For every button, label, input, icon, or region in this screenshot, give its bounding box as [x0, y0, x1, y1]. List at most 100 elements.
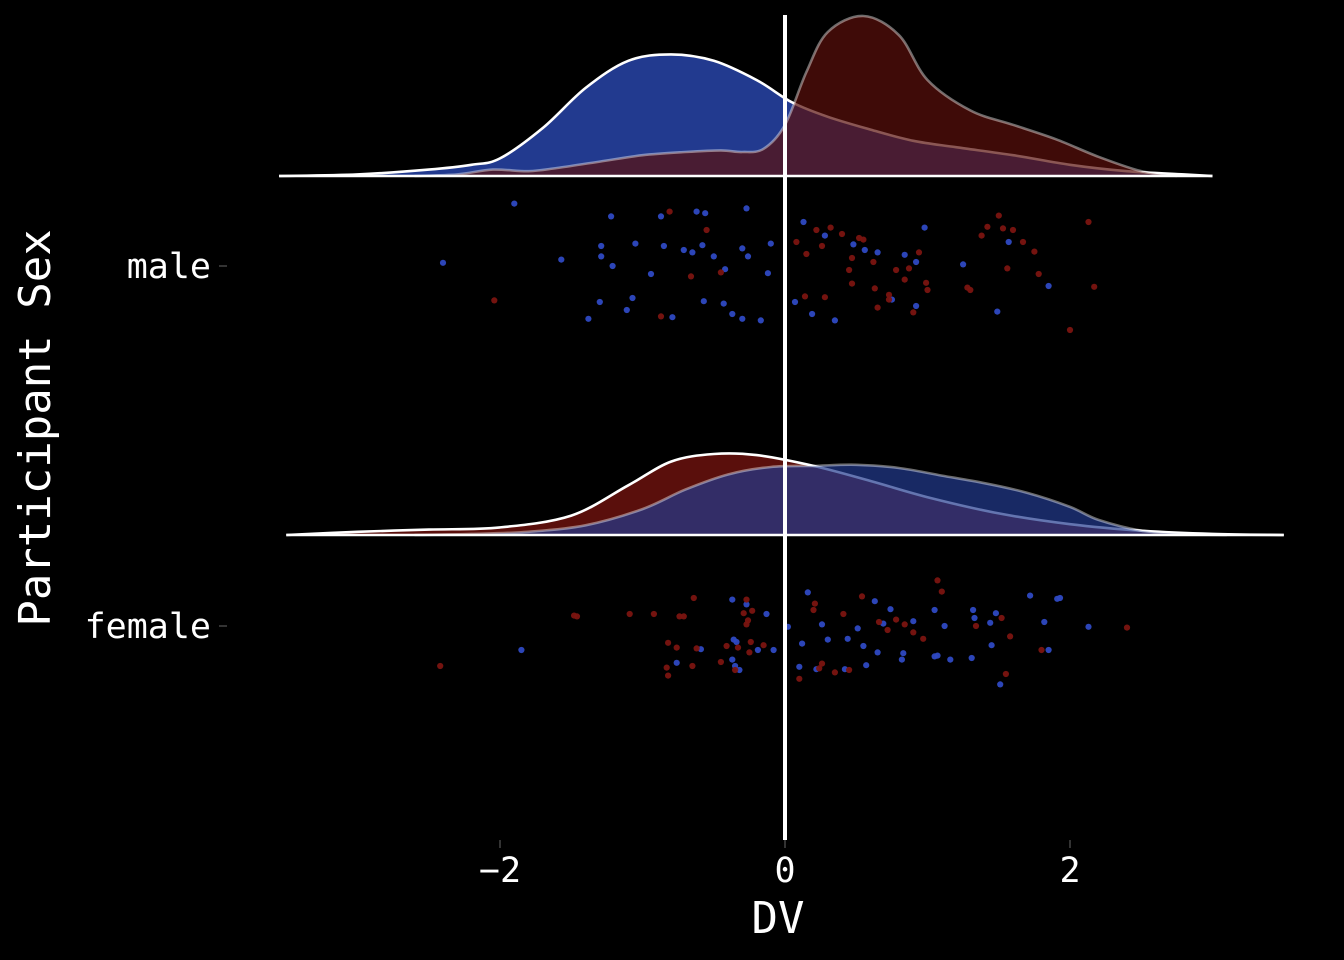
point-female-red — [690, 594, 697, 602]
point-male-red — [1091, 283, 1098, 290]
point-male-red — [923, 279, 930, 286]
point-male-red — [801, 293, 809, 300]
point-male-red — [874, 304, 881, 311]
point-male-blue — [874, 249, 881, 256]
point-male-blue — [585, 315, 592, 322]
point-male-blue — [960, 261, 967, 268]
point-female-blue — [941, 622, 948, 630]
point-female-blue — [763, 610, 770, 618]
point-female-red — [1038, 646, 1045, 654]
point-male-red — [999, 225, 1007, 232]
point-male-red — [964, 284, 971, 291]
density-male-red — [414, 15, 1177, 177]
point-female-red — [998, 614, 1005, 622]
point-female-red — [665, 639, 672, 646]
point-female-red — [747, 638, 754, 646]
point-female-blue — [934, 652, 941, 659]
point-female-blue — [970, 606, 977, 614]
point-female-blue — [860, 642, 867, 650]
point-male-red — [491, 297, 498, 304]
x-axis-label: DV — [752, 893, 805, 944]
point-female-red — [732, 666, 739, 674]
point-female-blue — [743, 601, 750, 608]
point-female-red — [875, 618, 883, 626]
point-female-red — [680, 613, 687, 620]
point-male-red — [978, 232, 985, 239]
point-female-red — [743, 596, 750, 603]
point-female-blue — [1045, 646, 1052, 654]
point-male-red — [1085, 218, 1092, 226]
point-female-red — [893, 616, 900, 623]
axes-layer: male female −2 0 2 — [85, 247, 1081, 891]
point-male-red — [1031, 248, 1038, 255]
point-male-blue — [850, 241, 857, 248]
point-male-red — [901, 276, 908, 283]
point-male-blue — [693, 208, 700, 215]
point-male-red — [1004, 265, 1011, 272]
point-female-blue — [736, 666, 743, 674]
point-male-blue — [994, 308, 1001, 315]
point-male-blue — [800, 218, 807, 226]
point-female-red — [693, 645, 700, 652]
point-female-blue — [874, 649, 881, 656]
point-male-red — [860, 236, 867, 243]
point-male-blue — [739, 245, 746, 252]
point-female-red — [760, 642, 767, 649]
point-female-red — [749, 607, 756, 614]
point-female-red — [573, 613, 581, 620]
point-male-blue — [609, 262, 616, 270]
x-tick-label-0: −2 — [479, 851, 521, 891]
point-male-blue — [439, 259, 447, 266]
point-male-red — [803, 250, 810, 258]
point-female-blue — [824, 636, 831, 643]
point-male-red — [717, 269, 725, 276]
point-female-blue — [971, 614, 978, 622]
point-male-blue — [764, 270, 772, 277]
point-female-red — [1123, 624, 1131, 631]
point-female-blue — [1054, 595, 1061, 602]
point-male-red — [827, 224, 834, 231]
point-female-red — [437, 662, 444, 670]
point-female-blue — [733, 638, 740, 646]
point-male-red — [821, 294, 829, 301]
point-male-red — [1066, 326, 1074, 334]
point-female-red — [663, 664, 670, 671]
point-female-red — [934, 577, 941, 584]
point-female-blue — [1041, 618, 1048, 626]
point-male-blue — [739, 315, 746, 322]
point-female-red — [938, 588, 945, 595]
point-female-blue — [799, 640, 806, 647]
point-male-red — [703, 226, 710, 234]
point-male-blue — [598, 242, 605, 250]
point-male-red — [915, 249, 923, 256]
point-female-red — [746, 649, 753, 656]
point-male-blue — [647, 270, 655, 278]
point-female-red — [811, 600, 819, 607]
point-male-red — [885, 296, 893, 303]
point-female-red — [665, 672, 672, 679]
point-male-blue — [511, 200, 518, 207]
point-female-blue — [931, 606, 938, 614]
point-female-blue — [887, 606, 894, 613]
point-female-red — [723, 642, 730, 650]
point-female-red — [858, 593, 866, 600]
point-male-blue — [861, 246, 868, 254]
point-male-red — [848, 254, 856, 262]
point-male-red — [924, 286, 931, 294]
point-male-blue — [901, 251, 908, 258]
point-female-blue — [854, 625, 861, 632]
point-male-blue — [632, 240, 639, 247]
point-female-blue — [1027, 592, 1034, 599]
point-male-red — [995, 212, 1002, 219]
point-female-blue — [871, 598, 878, 605]
point-female-blue — [796, 663, 803, 670]
point-male-blue — [1005, 238, 1012, 246]
point-female-red — [650, 610, 658, 618]
point-male-blue — [689, 249, 696, 256]
point-male-blue — [821, 232, 829, 239]
point-female-red — [743, 621, 750, 628]
point-female-blue — [898, 656, 906, 663]
point-female-blue — [910, 618, 917, 625]
point-female-red — [831, 669, 839, 676]
